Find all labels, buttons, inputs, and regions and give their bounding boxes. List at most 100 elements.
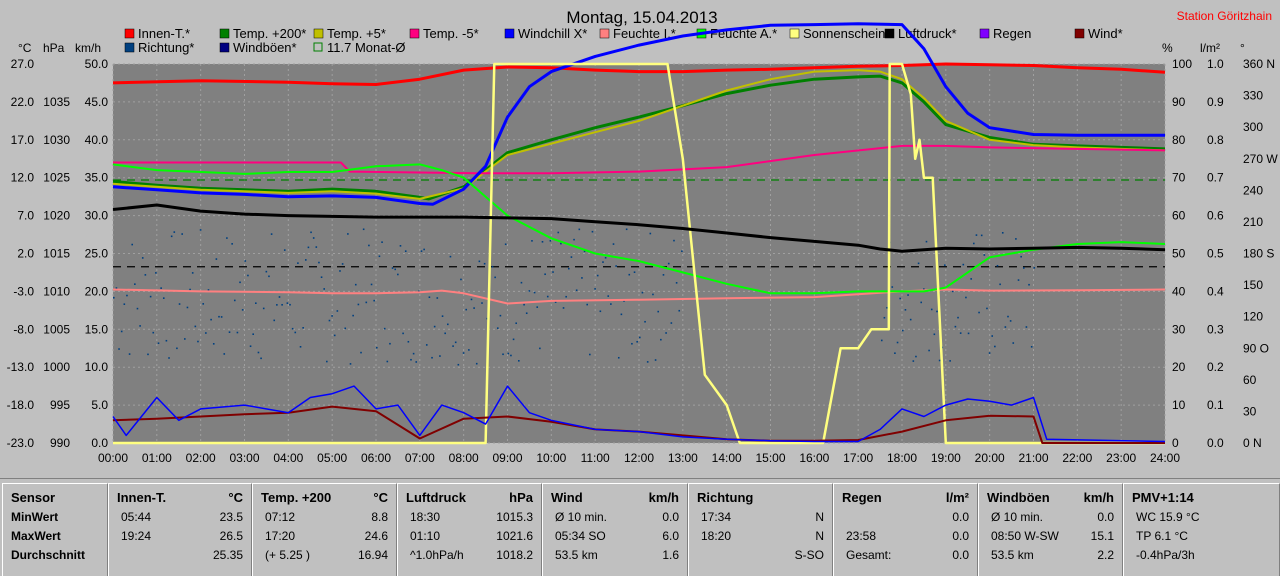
stat-value: 1015.3 [496, 510, 533, 524]
legend-swatch [409, 28, 420, 39]
direction-point [1009, 320, 1012, 322]
direction-point [386, 360, 389, 363]
series-temp-5 [113, 144, 1166, 175]
stat-value: 0.0 [662, 510, 679, 524]
tick-label-time: 00:00 [98, 451, 128, 465]
tick-label-celsius: 12.0 [11, 171, 35, 185]
direction-point [423, 248, 425, 251]
direction-point [152, 331, 155, 334]
direction-point [560, 242, 562, 245]
direction-point [491, 265, 494, 268]
direction-point [331, 315, 333, 317]
legend-label: Wind* [1088, 26, 1123, 41]
tick-label-celsius: -8.0 [13, 322, 34, 336]
direction-point [639, 336, 641, 339]
direction-point [670, 322, 673, 324]
direction-point [557, 231, 560, 234]
tick-label-celsius: 17.0 [11, 133, 35, 147]
direction-point [128, 353, 131, 355]
tick-label-celsius: -23.0 [7, 436, 35, 450]
unit-hpa: hPa [43, 41, 65, 55]
direction-point [591, 230, 594, 233]
tick-label-kmh: 0.0 [91, 436, 108, 450]
direction-point [286, 302, 289, 304]
stat-value: S-SO [794, 548, 824, 562]
direction-point [494, 276, 496, 279]
direction-point [281, 303, 283, 306]
tick-label-celsius: 27.0 [11, 57, 35, 71]
direction-point [646, 361, 649, 363]
direction-point [959, 332, 962, 334]
direction-point [604, 256, 607, 259]
stat-row: Gesamt: 0.0 [834, 548, 977, 567]
direction-point [515, 322, 517, 325]
tick-label-hpa: 1020 [43, 209, 70, 223]
direction-point [233, 299, 236, 302]
direction-point [930, 308, 933, 311]
direction-point [207, 289, 210, 291]
stat-time: (+ 5.25 ) [265, 548, 311, 562]
direction-point [273, 319, 276, 322]
stat-row: 08:50 W-SW 15.1 [979, 529, 1122, 548]
direction-point [957, 316, 959, 319]
stat-panel-unit: °C [228, 490, 243, 505]
direction-point [1025, 326, 1028, 328]
direction-point [415, 361, 418, 363]
direction-point [131, 243, 134, 246]
tick-label-degree: 330 [1243, 89, 1263, 103]
stat-time: 23:58 [846, 529, 877, 543]
direction-point [139, 325, 141, 327]
stat-panel-pmv-1-14: PMV+1:14 WC 15.9 °C TP 6.1 °C -0.4hPa/3h [1123, 483, 1280, 576]
tick-label-time: 08:00 [449, 451, 479, 465]
direction-point [457, 363, 460, 366]
tick-label-time: 09:00 [492, 451, 522, 465]
label-minwert: MinWert [11, 510, 59, 524]
direction-point [970, 278, 972, 280]
direction-point [447, 323, 449, 326]
stat-panel-luftdruck: Luftdruck hPa 18:30 1015.3 01:10 1021.6 ^1.0hP… [397, 483, 542, 576]
legend-label: Feuchte I.* [613, 26, 676, 41]
direction-point [199, 229, 202, 231]
direction-point [349, 363, 352, 365]
stat-time: 07:12 [265, 510, 296, 524]
tick-label-time: 20:00 [975, 451, 1005, 465]
direction-point [554, 301, 557, 303]
direction-point [420, 250, 423, 252]
tick-label-kmh: 45.0 [85, 95, 109, 109]
direction-point [667, 262, 670, 265]
tick-label-kmh: 35.0 [85, 171, 109, 185]
direction-point [899, 297, 901, 300]
axis-labels: 27.0 22.0 17.0 12.0 7.0 2.0 -3.0 -8.0 -13.0 -18.0… [7, 57, 1279, 465]
stat-value: 0.0 [952, 529, 969, 543]
series-layer [112, 22, 1166, 445]
direction-point [291, 327, 294, 330]
direction-point [525, 312, 528, 315]
legend-swatch [313, 42, 323, 52]
tick-label-celsius: 22.0 [11, 95, 35, 109]
direction-point [589, 353, 591, 356]
direction-point [376, 346, 378, 349]
direction-point [623, 300, 625, 302]
direction-point [460, 278, 462, 281]
stat-row: 07:12 8.8 [253, 510, 396, 529]
direction-point [980, 234, 983, 237]
stat-time: TP 6.1 °C [1136, 529, 1188, 543]
direction-point [344, 327, 347, 330]
direction-point [326, 360, 328, 363]
direction-point [241, 309, 244, 311]
direction-point [544, 273, 546, 276]
direction-point [181, 233, 183, 235]
stat-row: 25.35 [109, 548, 251, 567]
tick-label-time: 13:00 [668, 451, 698, 465]
direction-point [583, 250, 586, 253]
direction-point [378, 255, 381, 258]
direction-point [665, 332, 667, 334]
direction-point [231, 243, 233, 245]
stat-value: 23.5 [219, 510, 243, 524]
direction-point [299, 346, 302, 348]
direction-point [949, 360, 951, 362]
tick-label-percent: 0 [1172, 436, 1179, 450]
direction-point [428, 296, 431, 299]
stat-row: S-SO [689, 548, 832, 567]
direction-point [202, 303, 205, 305]
